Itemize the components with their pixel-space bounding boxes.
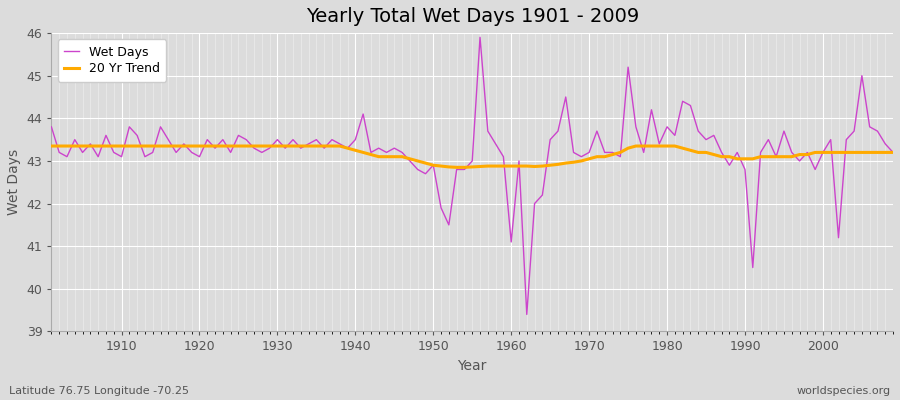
20 Yr Trend [506,164,517,168]
20 Yr Trend [451,165,462,170]
Wet Days [521,312,532,317]
Wet Days [615,154,626,159]
20 Yr Trend [280,144,291,148]
Legend: Wet Days, 20 Yr Trend: Wet Days, 20 Yr Trend [58,39,166,82]
Wet Days [506,240,517,244]
20 Yr Trend [514,164,525,168]
Wet Days [108,150,119,155]
20 Yr Trend [46,144,57,148]
Wet Days [474,35,485,40]
Line: 20 Yr Trend: 20 Yr Trend [51,146,893,167]
X-axis label: Year: Year [457,359,487,373]
Wet Days [280,146,291,150]
Wet Days [46,124,57,129]
20 Yr Trend [887,150,898,155]
Text: worldspecies.org: worldspecies.org [796,386,891,396]
Wet Days [887,150,898,155]
Wet Days [514,158,525,163]
20 Yr Trend [608,152,618,157]
Y-axis label: Wet Days: Wet Days [7,149,21,215]
Text: Latitude 76.75 Longitude -70.25: Latitude 76.75 Longitude -70.25 [9,386,189,396]
Wet Days [327,137,338,142]
Title: Yearly Total Wet Days 1901 - 2009: Yearly Total Wet Days 1901 - 2009 [306,7,639,26]
20 Yr Trend [108,144,119,148]
Line: Wet Days: Wet Days [51,37,893,314]
20 Yr Trend [327,144,338,148]
